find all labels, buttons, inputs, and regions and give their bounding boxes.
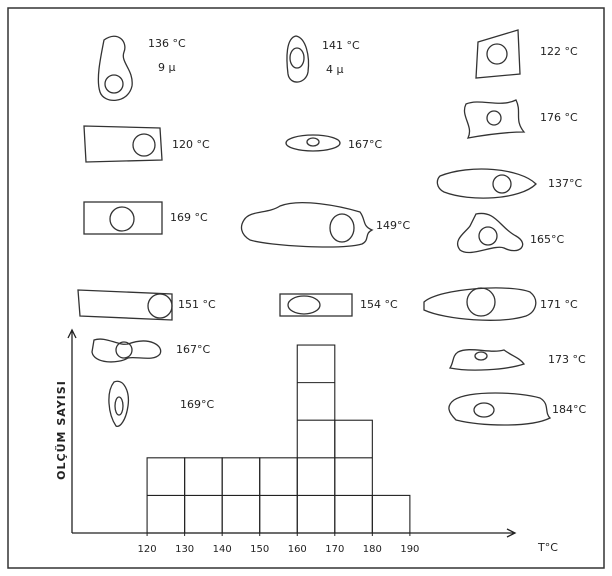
cell-labels: 136 °C 9 μ 141 °C 4 μ 122 °C 120 °C 167°… [148,37,586,416]
x-tick-label: 190 [400,544,419,555]
cell [286,35,310,83]
nucleus [486,110,502,126]
x-tick-label: 150 [250,544,269,555]
nucleus [492,174,512,194]
cell-label: 149°C [376,219,410,232]
cell-label: 151 °C [178,298,216,311]
nucleus [473,402,495,418]
cell [97,35,133,101]
cell [436,168,537,199]
nucleus [306,137,320,147]
bar [296,344,336,534]
nucleus [474,351,488,361]
x-tick-label: 180 [363,544,382,555]
x-tick-label: 160 [288,544,307,555]
scale-label: 4 μ [326,63,344,76]
nucleus [329,213,355,243]
x-tick-label: 140 [213,544,232,555]
cell [108,380,130,427]
nucleus [486,43,508,65]
cell [285,134,341,152]
nucleus [109,206,135,232]
frame [7,7,605,569]
x-tick-label: 120 [138,544,157,555]
scale-label: 9 μ [158,61,176,74]
bar [334,419,373,534]
cell [83,201,163,235]
cell [77,289,173,321]
bar [371,494,411,534]
cell-label: 176 °C [540,111,578,124]
cell-label: 154 °C [360,298,398,311]
cell-label: 171 °C [540,298,578,311]
cell-label: 167°C [348,138,382,151]
nucleus [466,287,496,317]
cell-label: 184°C [552,403,586,416]
cell-label: 141 °C [322,39,360,52]
cell-sketches [77,29,552,427]
cell [456,212,524,254]
cell [448,349,526,371]
cell-label: 169°C [180,398,214,411]
cell [423,287,537,321]
x-tick-label: 130 [175,544,194,555]
cell [475,29,521,79]
cell-label: 137°C [548,177,582,190]
cell-label: 173 °C [548,353,586,366]
y-axis-label: OLÇÜM SAYISI [54,380,68,480]
nucleus [289,47,305,69]
nucleus [287,295,321,315]
cell [279,293,353,317]
cell [448,392,552,426]
cell [463,99,526,139]
cell-label: 167°C [176,343,210,356]
nucleus [114,396,124,416]
cell-label: 120 °C [172,138,210,151]
cell [83,125,163,163]
nucleus [104,74,124,94]
nucleus [478,226,498,246]
x-axis-label: T°C [537,541,558,554]
cell-label: 136 °C [148,37,186,50]
cell-label: 165°C [530,233,564,246]
nucleus [147,293,173,319]
nucleus [132,133,156,157]
cell [240,201,374,248]
x-axis-arrow [506,528,517,538]
x-tick-label: 170 [325,544,344,555]
nucleus [115,341,133,359]
y-axis-arrow [67,328,77,339]
cell-label: 169 °C [170,211,208,224]
cell-label: 122 °C [540,45,578,58]
